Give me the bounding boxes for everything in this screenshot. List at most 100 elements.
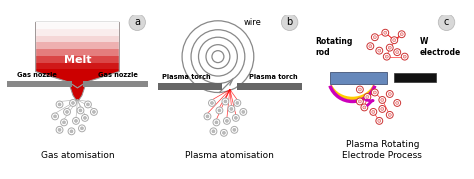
Circle shape xyxy=(356,98,363,105)
Circle shape xyxy=(398,31,405,38)
Bar xyxy=(82,81,148,87)
Polygon shape xyxy=(36,22,119,69)
Text: Gas atomisation: Gas atomisation xyxy=(41,151,114,160)
Circle shape xyxy=(374,36,376,39)
Text: a: a xyxy=(134,17,140,27)
Circle shape xyxy=(388,93,391,95)
Text: Plasma torch: Plasma torch xyxy=(249,74,298,80)
Bar xyxy=(330,72,387,84)
Circle shape xyxy=(363,106,366,109)
Circle shape xyxy=(386,44,393,51)
Circle shape xyxy=(86,103,90,106)
Circle shape xyxy=(282,14,298,30)
Circle shape xyxy=(54,115,56,118)
Circle shape xyxy=(379,96,386,103)
Circle shape xyxy=(396,51,399,54)
Circle shape xyxy=(215,121,218,124)
Circle shape xyxy=(216,107,223,114)
Circle shape xyxy=(385,55,388,58)
Text: Plasma Rotating
Electrode Process: Plasma Rotating Electrode Process xyxy=(342,140,422,160)
Circle shape xyxy=(376,117,383,124)
Circle shape xyxy=(379,105,386,112)
Circle shape xyxy=(222,131,226,134)
Circle shape xyxy=(400,33,403,36)
Polygon shape xyxy=(36,22,119,88)
Circle shape xyxy=(77,107,84,114)
Circle shape xyxy=(210,128,217,135)
Circle shape xyxy=(213,119,220,126)
Text: Gas nozzle: Gas nozzle xyxy=(98,72,138,78)
Circle shape xyxy=(64,108,71,115)
Text: Gas nozzle: Gas nozzle xyxy=(17,72,57,78)
Circle shape xyxy=(358,88,361,91)
Circle shape xyxy=(374,91,376,94)
Circle shape xyxy=(223,117,230,124)
Circle shape xyxy=(63,121,65,124)
Circle shape xyxy=(212,130,215,133)
Text: b: b xyxy=(286,17,293,27)
Circle shape xyxy=(81,127,83,130)
Circle shape xyxy=(84,101,91,108)
Circle shape xyxy=(376,47,383,54)
Circle shape xyxy=(74,119,77,122)
Bar xyxy=(7,81,72,87)
Circle shape xyxy=(240,108,247,115)
Circle shape xyxy=(91,108,97,115)
Circle shape xyxy=(83,116,86,119)
Polygon shape xyxy=(69,82,86,100)
Circle shape xyxy=(73,117,80,124)
Circle shape xyxy=(234,100,241,106)
Circle shape xyxy=(369,45,372,48)
Circle shape xyxy=(204,113,211,120)
Circle shape xyxy=(381,107,384,110)
Circle shape xyxy=(356,86,363,93)
Circle shape xyxy=(70,100,76,106)
Circle shape xyxy=(391,37,398,44)
Circle shape xyxy=(79,125,85,132)
Text: Melt: Melt xyxy=(64,55,91,65)
Circle shape xyxy=(388,46,391,49)
Circle shape xyxy=(92,110,95,113)
Circle shape xyxy=(370,108,377,115)
Polygon shape xyxy=(36,22,119,49)
Circle shape xyxy=(226,119,228,122)
Circle shape xyxy=(218,109,221,112)
Circle shape xyxy=(388,113,391,116)
Circle shape xyxy=(396,101,399,104)
Text: Plasma torch: Plasma torch xyxy=(162,74,211,80)
Circle shape xyxy=(228,105,235,112)
Circle shape xyxy=(372,89,378,96)
Circle shape xyxy=(394,49,401,56)
Text: Plasma atomisation: Plasma atomisation xyxy=(185,151,274,160)
Circle shape xyxy=(361,104,368,111)
Text: c: c xyxy=(444,17,449,27)
Polygon shape xyxy=(36,22,119,42)
Bar xyxy=(158,83,222,90)
Circle shape xyxy=(222,98,229,105)
Circle shape xyxy=(242,110,245,113)
Circle shape xyxy=(393,39,396,42)
Circle shape xyxy=(233,128,236,131)
Circle shape xyxy=(403,55,406,58)
Circle shape xyxy=(68,128,75,135)
Circle shape xyxy=(383,53,390,60)
Circle shape xyxy=(65,110,69,113)
Circle shape xyxy=(70,130,73,133)
Circle shape xyxy=(232,114,239,121)
Circle shape xyxy=(72,101,74,104)
Circle shape xyxy=(210,101,213,104)
Circle shape xyxy=(220,129,228,136)
Circle shape xyxy=(236,101,239,104)
Circle shape xyxy=(381,98,384,101)
Polygon shape xyxy=(36,22,119,36)
Circle shape xyxy=(82,114,88,121)
Circle shape xyxy=(386,91,393,97)
Circle shape xyxy=(394,100,401,106)
Circle shape xyxy=(364,94,371,100)
Circle shape xyxy=(382,29,389,36)
Text: wire: wire xyxy=(243,18,261,27)
Circle shape xyxy=(129,14,146,30)
Circle shape xyxy=(224,100,227,103)
Circle shape xyxy=(386,112,393,118)
Circle shape xyxy=(366,95,369,98)
